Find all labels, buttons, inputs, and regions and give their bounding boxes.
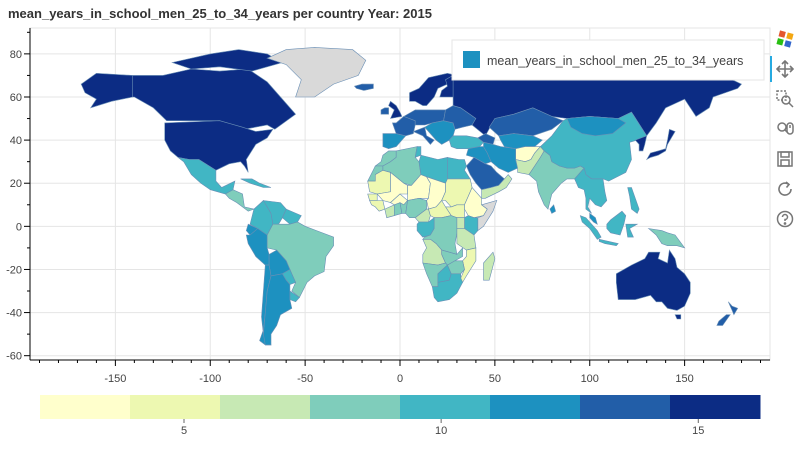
y-tick-label: -60 [6,351,22,363]
bokeh-logo-icon [774,28,796,50]
country-patch[interactable] [224,189,255,212]
country-patch[interactable] [414,146,422,158]
country-patch[interactable] [606,210,627,236]
country-patch[interactable] [448,135,484,149]
colorbar-tick-label: 10 [435,425,447,437]
country-patch[interactable] [483,251,496,281]
x-axis: -150 -100 -50 0 50 100 150 [30,359,770,385]
legend-label: mean_years_in_school_men_25_to_34_years [487,54,743,68]
x-tick-label: -150 [104,373,126,385]
country-patch[interactable] [384,204,395,219]
y-tick-label: 80 [10,49,22,61]
colorbar-segment [670,395,761,419]
country-patch[interactable] [282,208,302,225]
colorbar-segment [310,395,401,419]
y-tick-label: 0 [16,221,22,233]
save-tool-icon[interactable] [774,148,796,170]
colorbar: 5 10 15 [40,395,761,437]
country-patch[interactable] [616,249,691,311]
country-patch[interactable] [549,204,556,214]
x-tick-label: 150 [675,373,693,385]
country-patch[interactable] [627,187,640,214]
colorbar-segment [490,395,581,419]
country-patch[interactable] [441,247,463,266]
colorbar-segment [130,395,221,419]
country-patch[interactable] [483,141,518,173]
country-patch[interactable] [382,133,407,150]
country-patch[interactable] [674,314,682,320]
x-tick-label: 50 [489,373,501,385]
y-tick-label: -40 [6,308,22,320]
country-patch[interactable] [634,135,648,152]
active-tool-indicator [770,56,772,82]
x-tick-label: 0 [397,373,403,385]
country-patch[interactable] [574,167,608,214]
country-patch[interactable] [353,83,374,91]
wheel-zoom-tool-icon[interactable] [774,118,796,140]
legend-box [451,39,765,81]
reset-tool-icon[interactable] [774,178,796,200]
pan-tool-icon[interactable] [774,58,796,80]
country-patch[interactable] [367,193,378,201]
country-patch[interactable] [728,301,739,316]
country-patch[interactable] [598,238,619,247]
country-patch[interactable] [645,128,676,161]
country-patch[interactable] [488,107,564,137]
help-tool-icon[interactable] [774,208,796,230]
country-patch[interactable] [481,174,513,199]
y-tick-label: -20 [6,264,22,276]
country-patch[interactable] [263,273,293,346]
country-patch[interactable] [177,157,236,195]
country-patch[interactable] [647,228,686,249]
y-axis: -60 -40 -20 0 20 40 60 80 [6,28,31,363]
colorbar-segment [220,395,311,419]
country-patch[interactable] [266,47,367,98]
y-tick-label: 40 [10,135,22,147]
country-patch[interactable] [456,217,465,229]
country-patch[interactable] [240,178,272,188]
country-patch[interactable] [477,133,496,145]
colorbar-tick-label: 5 [181,425,187,437]
colorbar-segment [400,395,491,419]
legend: mean_years_in_school_men_25_to_34_years [451,39,765,81]
x-tick-label: 100 [581,373,599,385]
country-patch[interactable] [579,215,602,240]
country-patch[interactable] [566,116,627,137]
country-patch[interactable] [431,273,463,303]
legend-swatch [463,51,480,68]
country-patch[interactable] [589,212,598,225]
country-patch[interactable] [625,223,639,238]
colorbar-tick-label: 15 [692,425,704,437]
country-patch[interactable] [171,49,284,72]
country-patch[interactable] [388,100,403,119]
country-patch[interactable] [447,157,471,180]
country-patch[interactable] [80,72,133,109]
country-patch[interactable] [369,200,386,212]
chart-title: mean_years_in_school_men_25_to_34_years … [8,6,432,21]
y-tick-label: 60 [10,92,22,104]
country-patches [80,47,742,346]
toolbar [770,28,798,243]
country-patch[interactable] [262,200,287,225]
country-patch[interactable] [380,107,389,115]
colorbar-segment [580,395,671,419]
x-tick-label: -100 [199,373,221,385]
country-patch[interactable] [716,314,731,326]
country-patch[interactable] [164,120,274,173]
colorbar-segment [40,395,131,419]
y-tick-label: 20 [10,178,22,190]
box-zoom-tool-icon[interactable] [774,88,796,110]
x-tick-label: -50 [297,373,313,385]
